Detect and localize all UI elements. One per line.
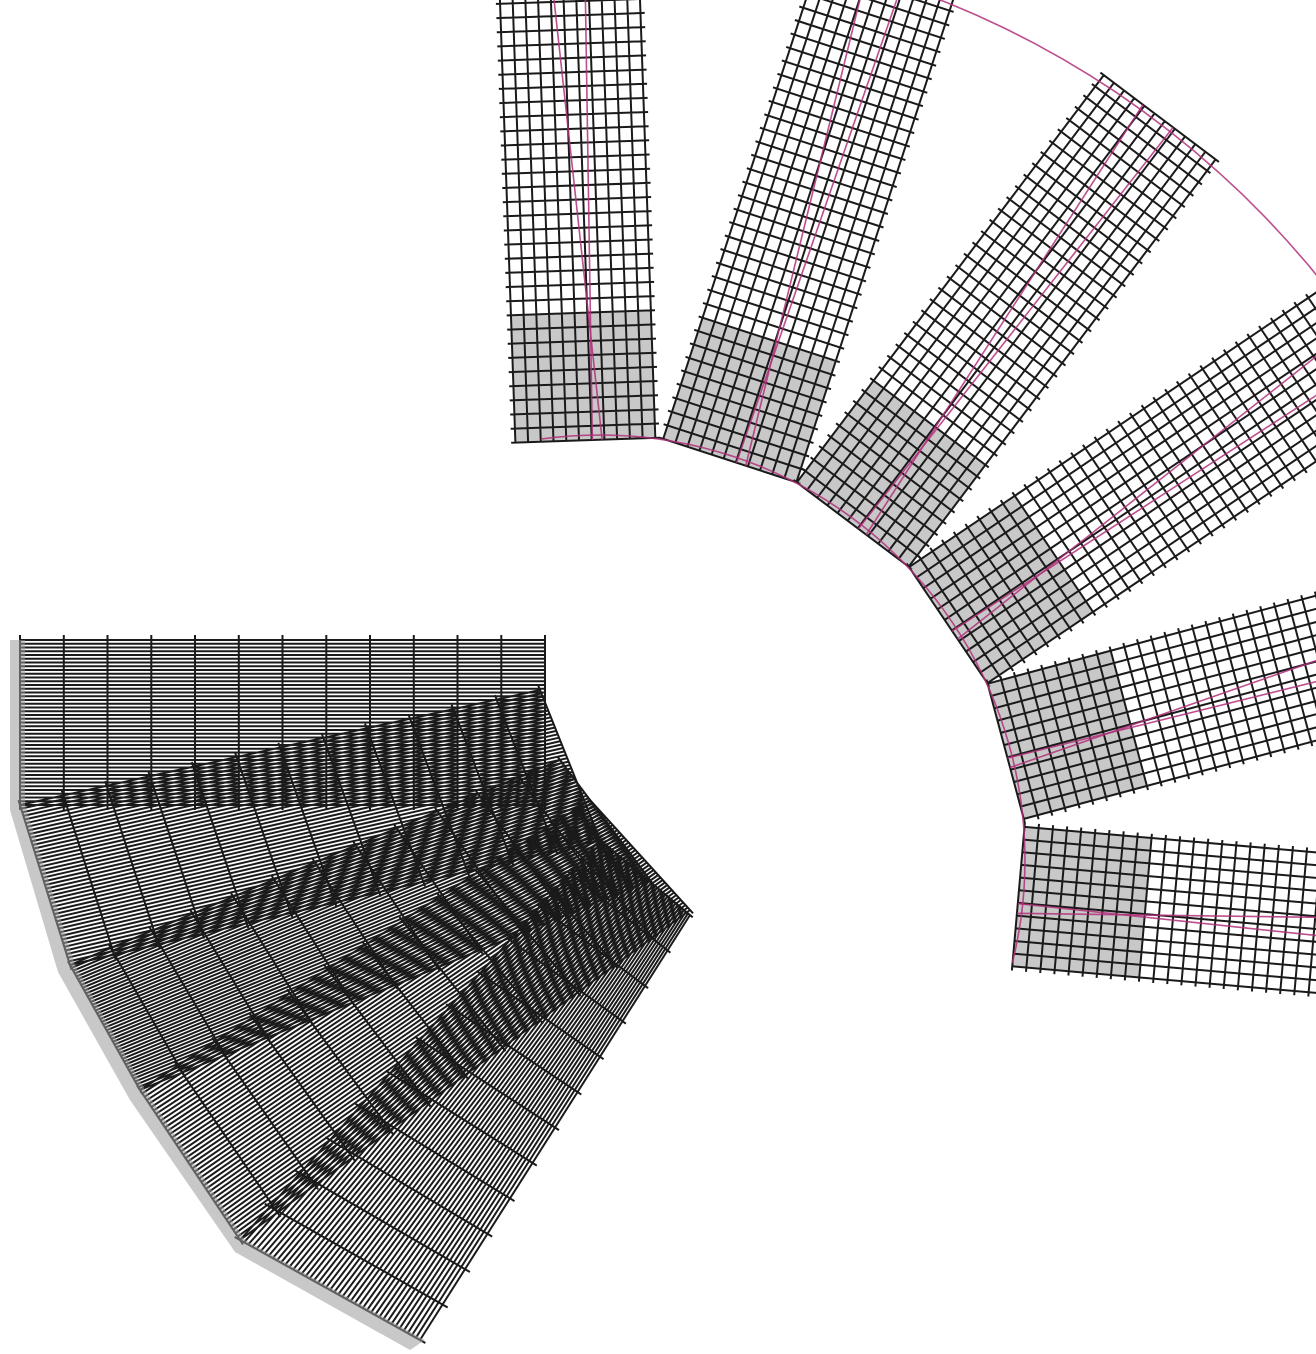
upper-panel-1-grid	[495, 0, 660, 444]
upper-panel-2-grid	[658, 0, 955, 485]
upper-panel-4-ref-line-2	[957, 355, 1316, 640]
lower-panel-1-grid	[19, 635, 546, 810]
upper-panel-6	[1010, 822, 1316, 997]
upper-panel-6-grid	[1010, 822, 1316, 997]
upper-fan-mesh-group	[495, 0, 1316, 997]
upper-panel-2	[658, 0, 955, 485]
lower-panel-1	[19, 635, 546, 810]
upper-panel-3	[792, 71, 1220, 570]
upper-panel-1	[495, 0, 660, 444]
upper-panel-2-ref-line-2	[744, 0, 861, 466]
inner-deformed-arc	[540, 434, 1026, 963]
upper-panel-3-shade	[796, 380, 986, 567]
upper-panel-6-shade	[1012, 826, 1152, 978]
upper-panel-3-ref-line	[857, 126, 1174, 530]
upper-panel-2-shade	[663, 317, 836, 483]
upper-panel-1-shade	[510, 310, 656, 443]
upper-panel-2-ref-line	[735, 0, 898, 463]
upper-panel-1-ref-line	[584, 0, 594, 441]
upper-panel-4-shade	[909, 495, 1094, 684]
upper-panel-4	[905, 291, 1316, 688]
upper-panel-5-ref-line	[1007, 680, 1316, 759]
upper-panel-6-ref-line	[1017, 902, 1316, 937]
upper-panel-5-ref-line-2	[1009, 659, 1316, 769]
upper-panel-4-ref-line	[951, 394, 1316, 632]
outer-deformed-arc	[938, 0, 1316, 276]
upper-panel-3-ref-line-2	[865, 104, 1144, 536]
upper-panel-5-grid	[985, 591, 1316, 824]
upper-panel-5	[985, 591, 1316, 824]
upper-panel-4-grid	[905, 291, 1316, 688]
upper-panel-3-grid	[792, 71, 1220, 570]
lower-fan-mesh-group	[10, 635, 694, 1350]
upper-panel-1-ref-line-2	[553, 0, 603, 440]
upper-panel-6-ref-line-2	[1016, 912, 1316, 919]
lower-fan-shadow	[10, 640, 425, 1350]
